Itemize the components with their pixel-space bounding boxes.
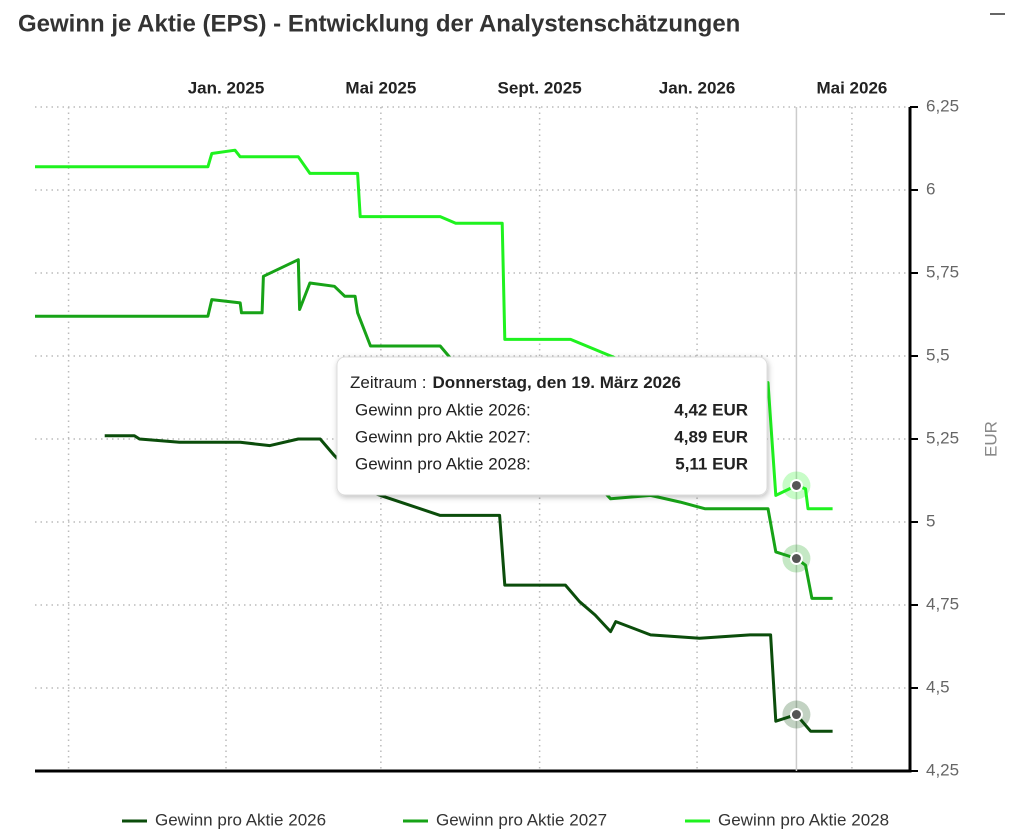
series-line <box>35 258 833 600</box>
tooltip-value: 4,42 EUR <box>674 400 748 419</box>
y-tick-label: 5,75 <box>926 262 959 281</box>
x-tick-label: Jan. 2026 <box>659 78 736 97</box>
y-axis-label: EUR <box>981 421 1000 457</box>
hover-point <box>789 478 803 492</box>
hover-point <box>789 708 803 722</box>
x-tick-label: Mai 2026 <box>816 78 887 97</box>
tooltip-series: Gewinn pro Aktie 2028: <box>355 454 531 473</box>
y-tick-label: 6 <box>926 179 935 198</box>
legend-item[interactable]: Gewinn pro Aktie 2026 <box>122 810 326 829</box>
series-lines <box>35 148 833 733</box>
series-line <box>35 148 833 511</box>
tooltip: Zeitraum : Donnerstag, den 19. März 2026 G… <box>336 356 768 496</box>
tooltip-header: Zeitraum : Donnerstag, den 19. März 2026 <box>350 373 681 392</box>
tooltip-value: 5,11 EUR <box>675 454 748 473</box>
legend-label: Gewinn pro Aktie 2026 <box>155 810 326 829</box>
tooltip-label: Zeitraum : <box>350 373 427 392</box>
x-tick-label: Mai 2025 <box>345 78 416 97</box>
legend-label: Gewinn pro Aktie 2027 <box>436 810 607 829</box>
y-tick-label: 5 <box>926 511 935 530</box>
tooltip-series: Gewinn pro Aktie 2026: <box>355 400 531 419</box>
y-tick-label: 4,75 <box>926 594 959 613</box>
y-tick-label: 4,5 <box>926 677 950 696</box>
legend: Gewinn pro Aktie 2026 Gewinn pro Aktie 20… <box>122 810 889 829</box>
y-tick-label: 5,25 <box>926 428 959 447</box>
y-tick-label: 5,5 <box>926 345 950 364</box>
hover-point <box>789 552 803 566</box>
tooltip-value: 4,89 EUR <box>674 427 748 446</box>
axes: 4,25 4,5 4,75 5 5,25 5,5 5,75 6 6,25 Jan. 2025 Mai… <box>35 78 959 779</box>
chart-title: Gewinn je Aktie (EPS) - Entwicklung der … <box>18 10 740 37</box>
legend-label: Gewinn pro Aktie 2028 <box>718 810 889 829</box>
x-tick-label: Sept. 2025 <box>498 78 582 97</box>
x-tick-label: Jan. 2025 <box>188 78 265 97</box>
tooltip-box <box>336 356 768 496</box>
tooltip-date: Donnerstag, den 19. März 2026 <box>433 373 681 392</box>
y-tick-label: 6,25 <box>926 96 959 115</box>
hover-markers <box>782 107 811 771</box>
legend-item[interactable]: Gewinn pro Aktie 2027 <box>403 810 607 829</box>
series-line <box>104 434 833 733</box>
legend-item[interactable]: Gewinn pro Aktie 2028 <box>685 810 889 829</box>
y-tick-label: 4,25 <box>926 760 959 779</box>
tooltip-series: Gewinn pro Aktie 2027: <box>355 427 531 446</box>
